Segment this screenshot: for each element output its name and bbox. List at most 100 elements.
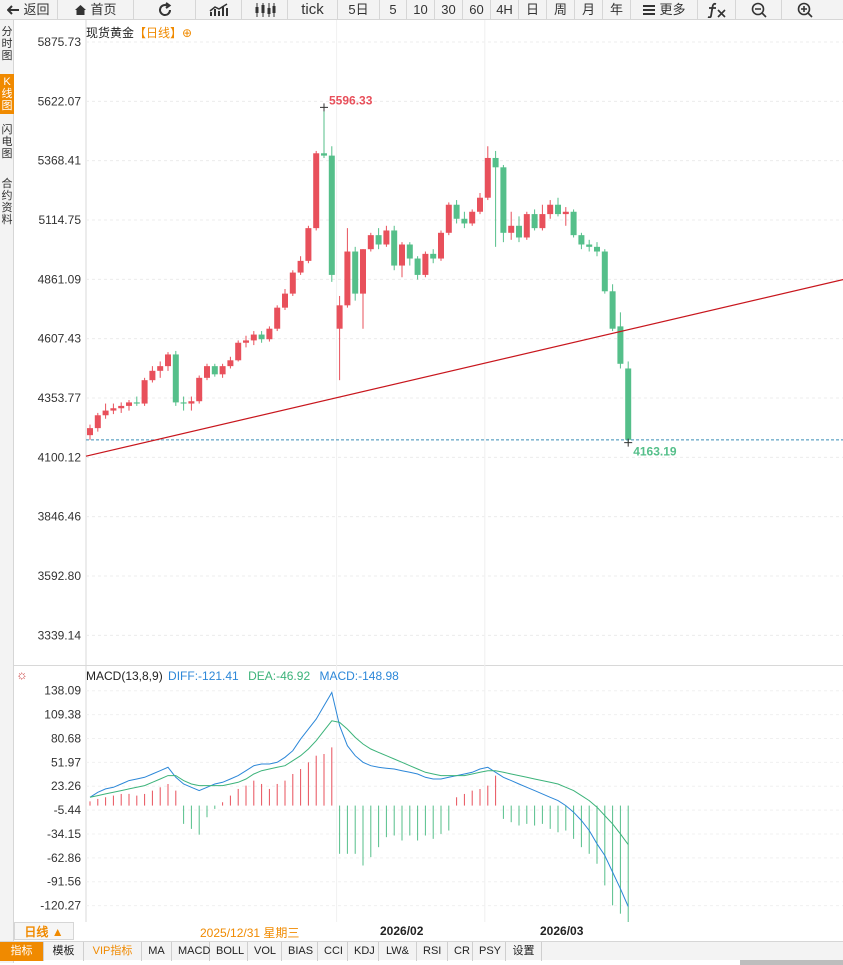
chart-canvas[interactable]: 5875.73 5622.07 5368.41 5114.75 4861.09 4607.… — [14, 20, 843, 922]
five-day-label: 5日 — [348, 2, 369, 17]
tab-char: K — [3, 76, 11, 88]
period-60-button[interactable]: 60 — [463, 0, 491, 20]
settings-icon[interactable]: ☼ — [16, 667, 28, 682]
tab-lw[interactable]: LW& — [379, 942, 417, 961]
chart-type-button[interactable] — [196, 0, 242, 20]
macd-tick-label: -91.56 — [47, 875, 81, 889]
tab-cr[interactable]: CR — [448, 942, 473, 961]
overlay-lines: 5596.33 4163.19 — [85, 93, 843, 459]
candle-body — [625, 368, 632, 440]
tab-template[interactable]: 模板 — [44, 942, 84, 961]
period-30-button[interactable]: 30 — [435, 0, 463, 20]
tab-timeshare[interactable]: 分 时 图 — [0, 26, 14, 62]
tab-ma[interactable]: MA — [142, 942, 172, 961]
candle-body — [305, 228, 312, 261]
candle-body — [328, 155, 335, 275]
candle — [609, 284, 616, 332]
tab-kdj[interactable]: KDJ — [348, 942, 379, 961]
candle — [102, 403, 109, 419]
candle-body — [149, 370, 156, 381]
period-year-button[interactable]: 年 — [603, 0, 631, 20]
period-label: 10 — [413, 2, 428, 17]
candle-body — [165, 354, 171, 367]
macd-tick-label: 23.26 — [51, 779, 81, 793]
zoom-out-button[interactable] — [736, 0, 782, 20]
kline-period-tag[interactable]: 【日线】 — [134, 26, 183, 40]
candle-body — [586, 244, 593, 247]
macd-name[interactable]: MACD(13,8,9) — [86, 669, 163, 683]
macd-axis: 138.09 109.38 80.68 51.97 23.26 -5.44 -34.15 -6… — [40, 684, 81, 913]
candle-style-button[interactable] — [242, 0, 288, 20]
tab-indicators[interactable]: 指标 — [0, 942, 44, 961]
candle — [172, 350, 179, 406]
grid-lines — [14, 20, 843, 922]
candle-body — [102, 410, 109, 416]
period-5-button[interactable]: 5 — [380, 0, 407, 20]
horizontal-scrollbar[interactable] — [740, 960, 843, 965]
candle-body — [601, 251, 608, 292]
price-tick-label: 5875.73 — [38, 35, 82, 49]
candle-body — [399, 244, 405, 266]
tab-boll[interactable]: BOLL — [210, 942, 248, 961]
period-week-button[interactable]: 周 — [547, 0, 575, 20]
more-button[interactable]: 更多 — [631, 0, 698, 20]
period-month-button[interactable]: 月 — [575, 0, 603, 20]
candle-body — [219, 366, 226, 375]
tab-char: 料 — [1, 214, 13, 226]
tab-vol[interactable]: VOL — [248, 942, 282, 961]
tab-vip-indicators[interactable]: VIP指标 — [84, 942, 142, 961]
candle — [305, 225, 312, 264]
bar-chart-icon — [209, 3, 228, 16]
home-label: 首页 — [90, 2, 117, 17]
candle — [313, 150, 320, 231]
tab-cci[interactable]: CCI — [318, 942, 348, 961]
candle — [594, 242, 600, 257]
tick-button[interactable]: tick — [288, 0, 338, 20]
back-button[interactable]: 返回 — [0, 0, 58, 20]
add-indicator-icon[interactable]: ⊕ — [182, 26, 193, 40]
candle — [243, 335, 249, 348]
period-toggle-button[interactable]: 日线 ▲ — [14, 922, 74, 940]
candle — [289, 270, 296, 296]
candle-body — [445, 204, 452, 233]
five-day-button[interactable]: 5日 — [338, 0, 380, 20]
candle — [227, 356, 234, 369]
candle — [235, 340, 242, 362]
tab-char: 图 — [1, 148, 13, 160]
function-icon — [707, 2, 726, 18]
refresh-button[interactable] — [134, 0, 196, 20]
tab-psy[interactable]: PSY — [473, 942, 506, 961]
candle-body — [508, 225, 515, 233]
formula-button[interactable] — [698, 0, 736, 20]
price-axis: 5875.73 5622.07 5368.41 5114.75 4861.09 4607.… — [38, 35, 82, 642]
trend-line — [85, 279, 843, 457]
tab-flash[interactable]: 闪 电 图 — [0, 124, 14, 160]
candle-body — [516, 225, 522, 238]
tab-rsi[interactable]: RSI — [417, 942, 448, 961]
cursor-time-label: 2025/12/31 星期三 — [200, 926, 300, 940]
candle — [523, 211, 530, 240]
tab-bias[interactable]: BIAS — [282, 942, 318, 961]
indicator-tabs: 指标 模板 VIP指标 MA MACD BOLL VOL BIAS CCI KD… — [0, 941, 843, 961]
period-label: 日 — [525, 2, 539, 17]
candle — [453, 200, 460, 224]
price-tick-label: 4353.77 — [38, 391, 82, 405]
tab-macd[interactable]: MACD — [172, 942, 210, 961]
tab-settings[interactable]: 设置 — [506, 942, 542, 961]
home-button[interactable]: 首页 — [58, 0, 134, 20]
candle-body — [352, 251, 359, 294]
period-day-button[interactable]: 日 — [519, 0, 547, 20]
candle — [141, 377, 148, 406]
tick-label: tick — [301, 1, 324, 18]
macd-tick-label: -34.15 — [47, 827, 81, 841]
period-4h-button[interactable]: 4H — [491, 0, 519, 20]
candle — [250, 331, 257, 346]
period-10-button[interactable]: 10 — [407, 0, 435, 20]
zoom-in-button[interactable] — [782, 0, 828, 20]
tab-kline[interactable]: K 线 图 — [0, 74, 14, 114]
candle — [321, 107, 327, 158]
candle — [500, 164, 507, 243]
candle-body — [204, 366, 210, 378]
tab-contract-info[interactable]: 合 约 资 料 — [0, 178, 14, 226]
candle — [422, 251, 429, 278]
